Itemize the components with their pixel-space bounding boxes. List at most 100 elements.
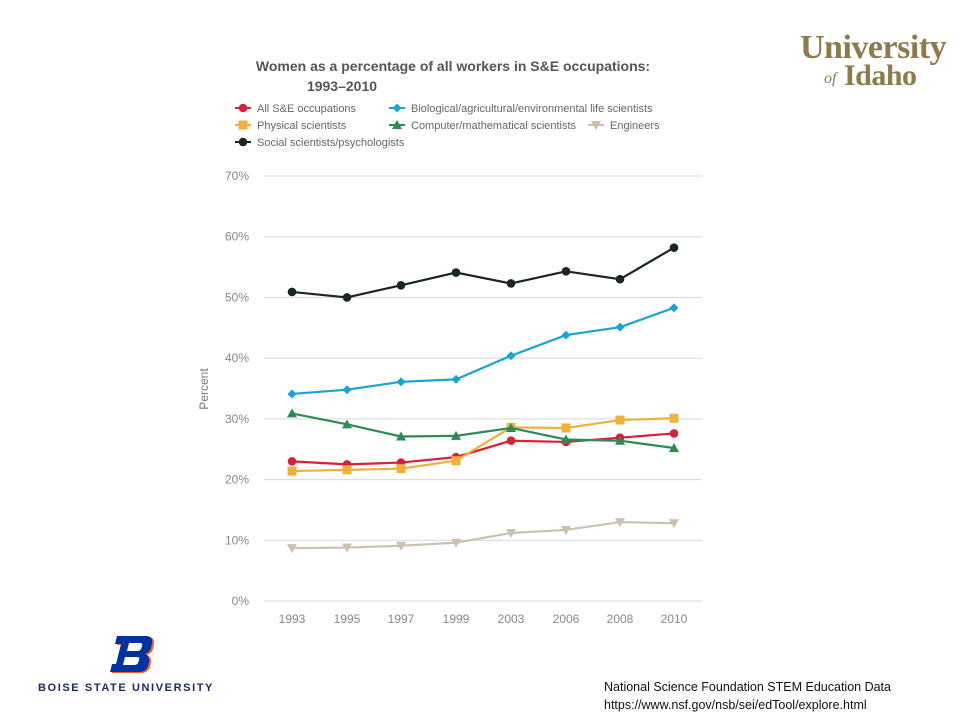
series xyxy=(287,408,679,452)
legend-marker xyxy=(392,120,402,129)
source-name: National Science Foundation STEM Educati… xyxy=(604,680,891,694)
y-axis-label: Percent xyxy=(197,368,211,410)
data-point xyxy=(669,519,679,529)
data-point xyxy=(451,430,461,440)
legend-marker xyxy=(392,103,402,113)
boise-state-b-icon xyxy=(110,636,154,673)
data-point xyxy=(561,434,571,444)
series-group xyxy=(287,243,679,554)
x-tick-labels: 1993 1995 1997 1999 2003 2006 2008 2010 xyxy=(279,612,688,626)
data-point xyxy=(669,443,679,452)
data-point xyxy=(561,330,571,340)
data-point xyxy=(451,268,461,277)
legend: All S&E occupations Biological/agricultur… xyxy=(235,103,660,149)
university-of-idaho-logo: University of Idaho xyxy=(800,30,955,94)
series xyxy=(287,243,679,302)
data-point xyxy=(669,413,679,423)
legend-marker xyxy=(591,121,601,130)
uidaho-logo-of: of xyxy=(824,70,837,87)
data-point xyxy=(396,431,406,441)
data-point xyxy=(506,279,516,288)
data-point xyxy=(615,274,625,284)
legend-label: Computer/mathematical scientists xyxy=(411,120,577,132)
series-line xyxy=(291,412,675,450)
data-point xyxy=(506,422,516,432)
data-point xyxy=(451,538,461,548)
x-tick-label: 1997 xyxy=(388,612,415,626)
data-point xyxy=(342,465,352,475)
legend-marker xyxy=(238,120,248,130)
data-point xyxy=(451,374,461,384)
boise-state-logo: BOISE STATE UNIVERSITY xyxy=(38,634,228,694)
data-point xyxy=(396,464,406,474)
source-url[interactable]: https://www.nsf.gov/nsb/sei/edTool/explo… xyxy=(604,698,867,712)
data-point xyxy=(451,456,461,466)
data-point xyxy=(615,415,625,425)
legend-item: Computer/mathematical scientists xyxy=(389,120,577,132)
legend-item: Physical scientists xyxy=(235,120,347,132)
data-point xyxy=(287,389,297,399)
data-point xyxy=(561,423,571,433)
data-point xyxy=(669,303,679,313)
boise-state-wordmark: BOISE STATE UNIVERSITY xyxy=(38,682,214,694)
uidaho-logo-university: University xyxy=(800,29,947,66)
chart-subtitle: 1993–2010 xyxy=(307,78,377,94)
data-point xyxy=(396,541,406,551)
legend-item: Biological/agricultural/environmental li… xyxy=(389,103,653,115)
data-point xyxy=(561,267,571,276)
data-point xyxy=(287,466,297,476)
data-point xyxy=(342,385,352,395)
source-citation: National Science Foundation STEM Educati… xyxy=(604,678,891,714)
data-point xyxy=(669,243,679,252)
series-line xyxy=(291,246,675,299)
data-point xyxy=(506,436,516,446)
data-point xyxy=(342,543,352,553)
y-tick-label: 40% xyxy=(225,351,249,365)
y-tick-label: 20% xyxy=(225,473,249,487)
x-tick-label: 1999 xyxy=(443,612,470,626)
x-tick-label: 2008 xyxy=(607,612,634,626)
data-point xyxy=(615,322,625,332)
y-tick-label: 10% xyxy=(225,533,249,547)
data-point xyxy=(287,287,297,297)
data-point xyxy=(561,525,571,535)
y-tick-labels: 0% 10% 20% 30% 40% 50% 60% 70% xyxy=(225,169,249,608)
y-tick-label: 50% xyxy=(225,290,249,304)
x-tick-label: 1993 xyxy=(279,612,306,626)
data-point xyxy=(287,408,297,418)
series-line xyxy=(291,417,675,473)
legend-item: Engineers xyxy=(588,120,660,132)
legend-label: Biological/agricultural/environmental li… xyxy=(411,103,653,115)
legend-marker xyxy=(238,137,248,147)
series xyxy=(287,303,679,399)
data-point xyxy=(287,544,297,554)
uidaho-logo-idaho: Idaho xyxy=(844,59,917,92)
legend-label: Physical scientists xyxy=(257,120,347,132)
x-tick-label: 2010 xyxy=(661,612,688,626)
series-line xyxy=(291,306,675,396)
series xyxy=(287,518,679,554)
data-point xyxy=(615,518,625,528)
y-tick-label: 30% xyxy=(225,412,249,426)
legend-label: Social scientists/psychologists xyxy=(257,137,405,149)
y-tick-label: 0% xyxy=(232,594,250,608)
legend-marker xyxy=(238,103,248,113)
data-point xyxy=(396,377,406,387)
series xyxy=(287,413,679,476)
legend-label: All S&E occupations xyxy=(257,103,357,115)
y-tick-label: 70% xyxy=(225,169,249,183)
data-point xyxy=(342,419,352,429)
series xyxy=(287,429,679,469)
data-point xyxy=(396,280,406,290)
data-point xyxy=(669,429,679,438)
x-tick-label: 1995 xyxy=(334,612,361,626)
chart-title: Women as a percentage of all workers in … xyxy=(256,58,650,74)
data-point xyxy=(342,293,352,302)
legend-label: Engineers xyxy=(610,120,660,132)
data-point xyxy=(287,457,297,466)
data-point xyxy=(506,529,516,538)
y-tick-label: 60% xyxy=(225,230,249,244)
legend-item: All S&E occupations xyxy=(235,103,357,115)
series-line xyxy=(291,520,675,550)
